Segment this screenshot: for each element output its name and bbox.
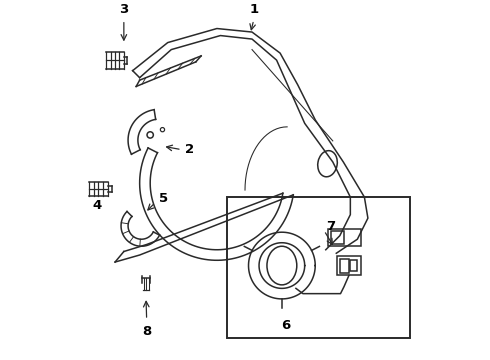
Text: 8: 8 <box>142 325 151 338</box>
Bar <box>340 259 348 273</box>
Bar <box>227 197 410 338</box>
Text: 3: 3 <box>119 3 128 16</box>
Bar <box>337 256 361 275</box>
Text: 2: 2 <box>185 143 195 156</box>
Bar <box>350 260 357 271</box>
Text: 1: 1 <box>249 3 258 16</box>
Text: 5: 5 <box>159 192 168 205</box>
Text: 4: 4 <box>92 199 101 212</box>
Text: 7: 7 <box>326 220 335 233</box>
Text: 6: 6 <box>281 319 290 332</box>
Bar <box>331 231 344 244</box>
Bar <box>327 229 361 246</box>
